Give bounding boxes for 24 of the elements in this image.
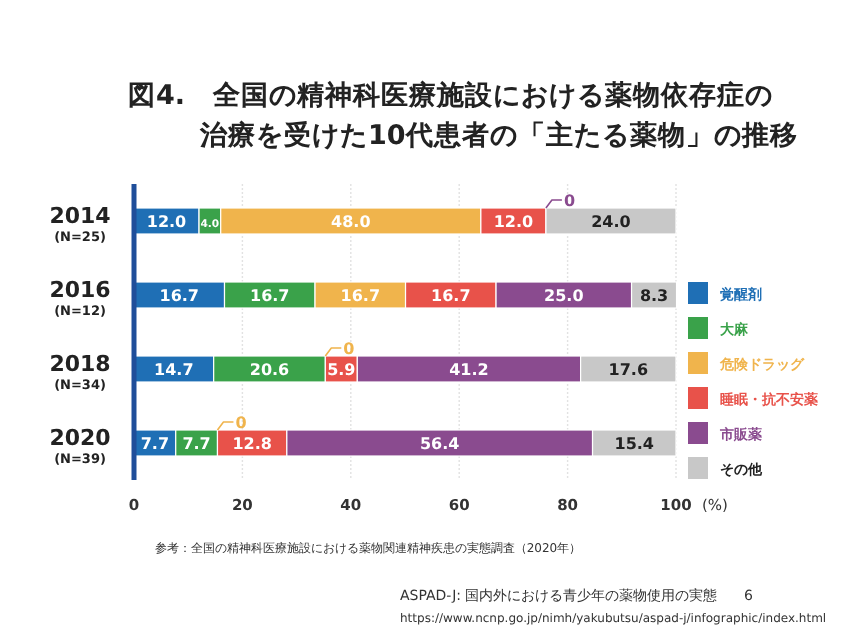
annotation: 0 xyxy=(563,192,576,210)
data-label: 20.6 xyxy=(249,361,291,379)
data-label: 8.3 xyxy=(639,287,669,305)
data-label: 16.7 xyxy=(250,287,290,305)
data-label: 16.7 xyxy=(159,287,200,305)
data-label: 7.7 xyxy=(140,435,170,453)
chart-title: 図4. 全国の精神科医療施設における薬物依存症の治療を受けた10代患者の「主たる薬物」の推移 xyxy=(128,78,798,152)
data-label: 5.9 xyxy=(327,361,357,379)
data-label: 41.2 xyxy=(449,361,489,379)
data-label: 16.7 xyxy=(431,287,471,305)
data-label: 12.0 xyxy=(146,213,188,231)
data-label: 24.0 xyxy=(591,213,632,231)
data-label: 17.6 xyxy=(608,361,649,379)
data-label: 56.4 xyxy=(419,435,461,453)
annotation: 0 xyxy=(343,340,356,358)
data-label: 15.4 xyxy=(614,435,655,453)
data-label: 48.0 xyxy=(331,213,372,231)
data-label: 16.7 xyxy=(340,287,381,305)
data-label: 14.7 xyxy=(154,361,194,379)
annotation: 0 xyxy=(235,414,248,432)
data-label: 7.7 xyxy=(182,435,211,453)
data-label: 25.0 xyxy=(544,287,585,305)
data-label: 12.8 xyxy=(232,435,273,453)
data-label: 12.0 xyxy=(493,213,534,231)
